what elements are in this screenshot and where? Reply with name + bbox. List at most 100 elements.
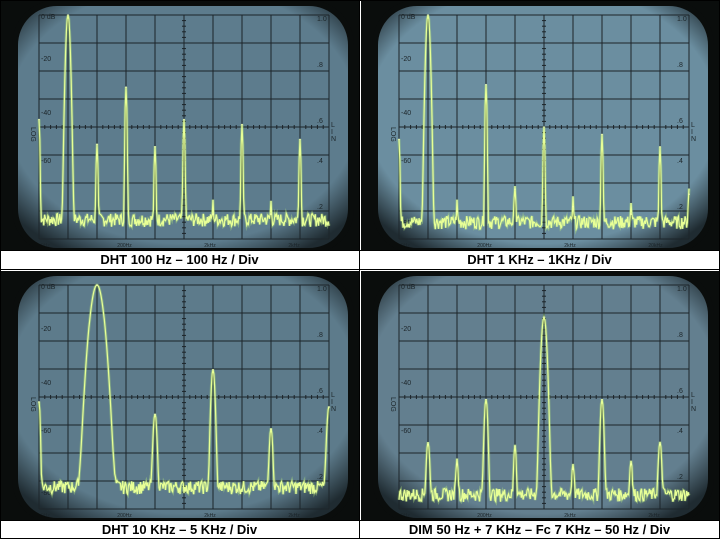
spectral-peak xyxy=(601,133,603,136)
y-tick-label: -40 xyxy=(401,380,411,387)
y-tick-label: -40 xyxy=(41,380,51,387)
spectral-peak xyxy=(514,445,516,448)
divider-under-bottom-photos xyxy=(0,520,720,521)
spectral-peak xyxy=(398,138,400,141)
spectral-peak xyxy=(543,316,545,319)
log-label: LOG xyxy=(29,127,36,142)
x-tick-label: 0Hz xyxy=(41,513,50,519)
right-tick-label: .8 xyxy=(677,62,683,69)
y-tick-label: -80 xyxy=(401,490,411,497)
lin-label: N xyxy=(331,136,336,143)
right-tick-label: .4 xyxy=(677,158,683,165)
right-tick-label: .2 xyxy=(317,474,323,481)
spectrum-svg-2: 0 dB -20 -40 -60 -90 1.0 .8 .6 .4 .2 0Hz 200Hz 2kHz 2… xyxy=(372,1,714,250)
spectral-peak xyxy=(96,143,98,146)
spectral-peak xyxy=(659,443,661,446)
lin-label: I xyxy=(331,129,333,136)
lin-label: I xyxy=(331,399,333,406)
spectral-peak xyxy=(514,188,516,191)
scope-panel-dht-10khz: 0 dB -20 -40 -60 -80 1.0 .8 .6 .4 .2 0Hz 200Hz 2kHz 2… xyxy=(1,271,359,520)
x-tick-label: 20kHz xyxy=(648,243,663,249)
spectral-peak xyxy=(601,398,603,401)
y-tick-label: 0 dB xyxy=(401,14,416,21)
x-tick-label: 2kHz xyxy=(564,513,576,519)
x-tick-label: 2kHz xyxy=(288,243,300,249)
lin-label: N xyxy=(691,136,696,143)
right-tick-label: .2 xyxy=(677,204,683,211)
right-tick-label: .8 xyxy=(677,332,683,339)
caption-dht-100hz: DHT 100 Hz – 100 Hz / Div xyxy=(100,252,259,267)
crt-bezel xyxy=(12,1,354,250)
lin-label: I xyxy=(691,399,693,406)
y-tick-label: -60 xyxy=(401,158,411,165)
y-tick-label: -40 xyxy=(41,110,51,117)
x-tick-label: 200Hz xyxy=(477,513,492,519)
y-tick-label: -90 xyxy=(401,220,411,227)
lin-label: I xyxy=(691,129,693,136)
x-tick-label: 2kHz xyxy=(288,513,300,519)
y-tick-label: -60 xyxy=(401,428,411,435)
spectral-peak xyxy=(125,86,127,88)
spectrum-svg-3: 0 dB -20 -40 -60 -80 1.0 .8 .6 .4 .2 0Hz 200Hz 2kHz 2… xyxy=(12,271,354,520)
spectral-peak xyxy=(67,14,69,16)
y-tick-label: 0 dB xyxy=(41,284,56,291)
spectral-peak xyxy=(96,284,98,286)
spectral-peak xyxy=(183,118,185,121)
x-tick-label: 0Hz xyxy=(401,243,410,249)
spectral-peak xyxy=(485,398,487,401)
log-label: LOG xyxy=(389,397,396,412)
right-tick-label: .4 xyxy=(317,428,323,435)
right-tick-label: 1.0 xyxy=(677,286,687,293)
x-tick-label: 2kHz xyxy=(648,513,660,519)
right-tick-label: .6 xyxy=(677,118,683,125)
y-tick-label: -20 xyxy=(401,326,411,333)
spectral-peak xyxy=(543,126,545,128)
lin-label: N xyxy=(331,406,336,413)
spectral-peak xyxy=(212,213,214,215)
caption-dht-10khz: DHT 10 KHz – 5 KHz / Div xyxy=(101,522,258,537)
x-tick-label: 0Hz xyxy=(401,513,410,519)
y-tick-label: -40 xyxy=(401,110,411,117)
spectral-peak xyxy=(154,413,156,416)
right-tick-label: 1.0 xyxy=(677,16,687,23)
right-tick-label: .6 xyxy=(317,118,323,125)
spectral-peak xyxy=(212,368,214,371)
spectral-peak xyxy=(328,406,330,408)
x-tick-label: 2kHz xyxy=(204,513,216,519)
x-tick-label: 0Hz xyxy=(41,243,50,249)
spectral-peak xyxy=(456,210,458,213)
spectrum-svg-1: 0 dB -20 -40 -60 -90 1.0 .8 .6 .4 .2 0Hz 200Hz 2kHz 2… xyxy=(12,1,354,250)
right-tick-label: .6 xyxy=(317,388,323,395)
lin-label: L xyxy=(331,392,335,399)
y-tick-label: -90 xyxy=(41,220,51,227)
right-tick-label: .8 xyxy=(317,62,323,69)
y-tick-label: -80 xyxy=(41,490,51,497)
spectral-peak xyxy=(456,463,458,465)
spectral-peak xyxy=(630,463,632,465)
lin-label: L xyxy=(331,122,335,129)
crt-bezel xyxy=(372,1,714,250)
y-tick-label: 0 dB xyxy=(41,14,56,21)
right-tick-label: .4 xyxy=(317,158,323,165)
scope-panel-dim: 0 dB -20 -40 -60 -80 1.0 .8 .6 .4 .2 0Hz 200Hz 2kHz 2… xyxy=(361,271,719,520)
crt-bezel xyxy=(12,271,354,520)
y-tick-label: -20 xyxy=(41,56,51,63)
spectral-peak xyxy=(427,443,429,446)
lin-label: N xyxy=(691,406,696,413)
x-tick-label: 2kHz xyxy=(204,243,216,249)
caption-dim: DIM 50 Hz + 7 KHz – Fc 7 KHz – 50 Hz / D… xyxy=(408,522,671,537)
right-tick-label: 1.0 xyxy=(317,16,327,23)
x-tick-label: 200Hz xyxy=(477,243,492,249)
spectral-peak xyxy=(241,123,243,126)
graticule xyxy=(38,14,330,240)
spectral-peak xyxy=(154,146,156,148)
spectral-peak xyxy=(572,205,574,208)
scope-panel-dht-100hz: 0 dB -20 -40 -60 -90 1.0 .8 .6 .4 .2 0Hz 200Hz 2kHz 2… xyxy=(1,1,359,250)
graticule xyxy=(398,284,690,510)
spectral-peak xyxy=(659,146,661,148)
spectral-peak xyxy=(688,193,690,195)
right-tick-label: 1.0 xyxy=(317,286,327,293)
lin-label: L xyxy=(691,392,695,399)
x-tick-label: 2kHz xyxy=(564,243,576,249)
right-tick-label: .2 xyxy=(677,474,683,481)
